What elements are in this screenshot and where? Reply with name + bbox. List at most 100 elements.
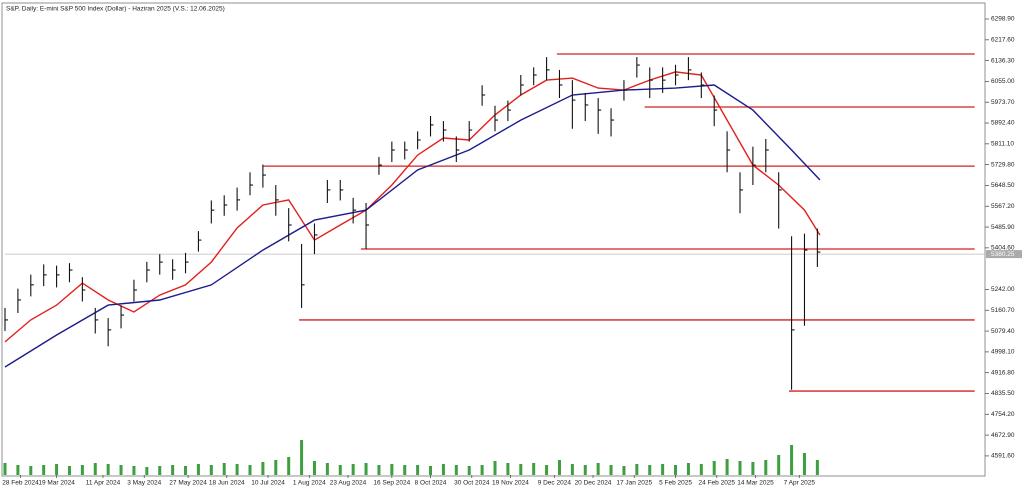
volume-bar (506, 463, 510, 475)
volume-bar (364, 463, 368, 475)
y-tick-label: 5811.10 (991, 141, 1014, 148)
y-tick-label: 5892.40 (991, 120, 1015, 127)
volume-bar (661, 464, 665, 475)
y-tick-label: 4672.90 (991, 432, 1015, 439)
volume-bar (674, 465, 678, 475)
volume-bar (312, 461, 316, 475)
volume-bar (416, 465, 420, 475)
volume-bar (467, 466, 471, 475)
volume-bar (222, 463, 226, 475)
volume-bar (596, 463, 600, 475)
y-tick-label: 5567.20 (991, 203, 1015, 210)
y-tick-label: 6136.30 (991, 57, 1015, 64)
y-tick-label: 5404.60 (991, 245, 1015, 252)
x-tick-label: 9 Dec 2024 (538, 480, 572, 487)
volume-bar (3, 463, 7, 475)
volume-bar (325, 463, 329, 475)
volume-bar (480, 465, 484, 475)
x-tick-label: 10 Jul 2024 (251, 480, 285, 487)
y-tick-label: 5648.50 (991, 182, 1015, 189)
current-price-label: 5380.25 (991, 251, 1015, 258)
y-tick-label: 6298.90 (991, 16, 1015, 23)
volume-bar (802, 453, 806, 475)
volume-bar (764, 460, 768, 475)
volume-bar (351, 464, 355, 475)
volume-bar (274, 460, 278, 475)
volume-bar (377, 465, 381, 475)
volume-bar (248, 465, 252, 475)
volume-bar (184, 466, 188, 475)
plot-frame (1, 2, 986, 477)
volume-bar (261, 462, 265, 475)
volume-bar (106, 464, 110, 475)
moving-average (4, 84, 821, 368)
volume-bar (196, 464, 200, 475)
x-tick-label: 24 Feb 2025 (699, 480, 736, 487)
y-tick-label: 6055.00 (991, 78, 1015, 85)
moving-average (4, 71, 821, 343)
x-tick-label: 14 Mar 2025 (737, 480, 774, 487)
volume-bar (519, 464, 523, 475)
x-tick-label: 11 Apr 2024 (86, 480, 121, 487)
volume-bar (441, 464, 445, 475)
volume-bar (609, 465, 613, 475)
x-tick-label: 19 Nov 2024 (492, 480, 529, 487)
x-tick-label: 3 May 2024 (127, 480, 161, 487)
volume-bar (622, 466, 626, 475)
volume-bar (55, 464, 59, 475)
y-tick-label: 4835.50 (991, 390, 1015, 397)
volume-bar (777, 455, 781, 475)
volume-bar (751, 462, 755, 475)
volume-bar (338, 465, 342, 475)
volume-bar (686, 463, 690, 475)
volume-bar (699, 464, 703, 475)
volume-bar (16, 465, 20, 475)
volume-bar (583, 465, 587, 475)
x-tick-label: 28 Feb 2024 (2, 480, 39, 487)
volume-bar (738, 461, 742, 475)
volume-bar (635, 464, 639, 475)
volume-bar (42, 465, 46, 475)
x-tick-label: 5 Feb 2025 (659, 480, 692, 487)
x-tick-label: 17 Jan 2025 (616, 480, 652, 487)
x-tick-label: 18 Jun 2024 (209, 480, 245, 487)
volume-bar (300, 440, 304, 475)
x-tick-label: 23 Aug 2024 (330, 480, 367, 487)
volume-bar (158, 466, 162, 475)
volume-bar (815, 460, 819, 475)
y-tick-label: 5973.70 (991, 99, 1015, 106)
x-tick-label: 19 Mar 2024 (38, 480, 75, 487)
volume-bar (29, 466, 33, 475)
current-price-box (986, 250, 1022, 259)
volume-bar (209, 465, 213, 475)
volume-bar (235, 464, 239, 475)
x-tick-label: 7 Apr 2025 (784, 480, 816, 487)
volume-bar (390, 464, 394, 475)
x-tick-label: 20 Dec 2024 (575, 480, 612, 487)
y-tick-label: 4591.60 (991, 453, 1015, 460)
y-tick-label: 6217.60 (991, 37, 1015, 44)
y-tick-label: 4754.20 (991, 411, 1015, 418)
x-tick-label: 30 Oct 2024 (454, 480, 490, 487)
volume-bar (429, 466, 433, 475)
volume-bar (545, 465, 549, 475)
volume-bar (119, 465, 123, 475)
y-tick-label: 5485.90 (991, 224, 1015, 231)
volume-bar (648, 465, 652, 475)
x-tick-label: 16 Sep 2024 (373, 480, 410, 487)
y-tick-label: 5729.80 (991, 161, 1015, 168)
y-tick-label: 5242.00 (991, 286, 1015, 293)
volume-bar (132, 466, 136, 475)
volume-bar (67, 466, 71, 475)
volume-bar (454, 465, 458, 475)
volume-bar (532, 463, 536, 475)
volume-bar (145, 467, 149, 475)
volume-bar (93, 463, 97, 475)
x-tick-label: 8 Oct 2024 (415, 480, 447, 487)
volume-bar (712, 461, 716, 475)
y-tick-label: 4998.10 (991, 349, 1015, 356)
y-tick-label: 5160.70 (991, 307, 1015, 314)
volume-bar (287, 457, 291, 475)
